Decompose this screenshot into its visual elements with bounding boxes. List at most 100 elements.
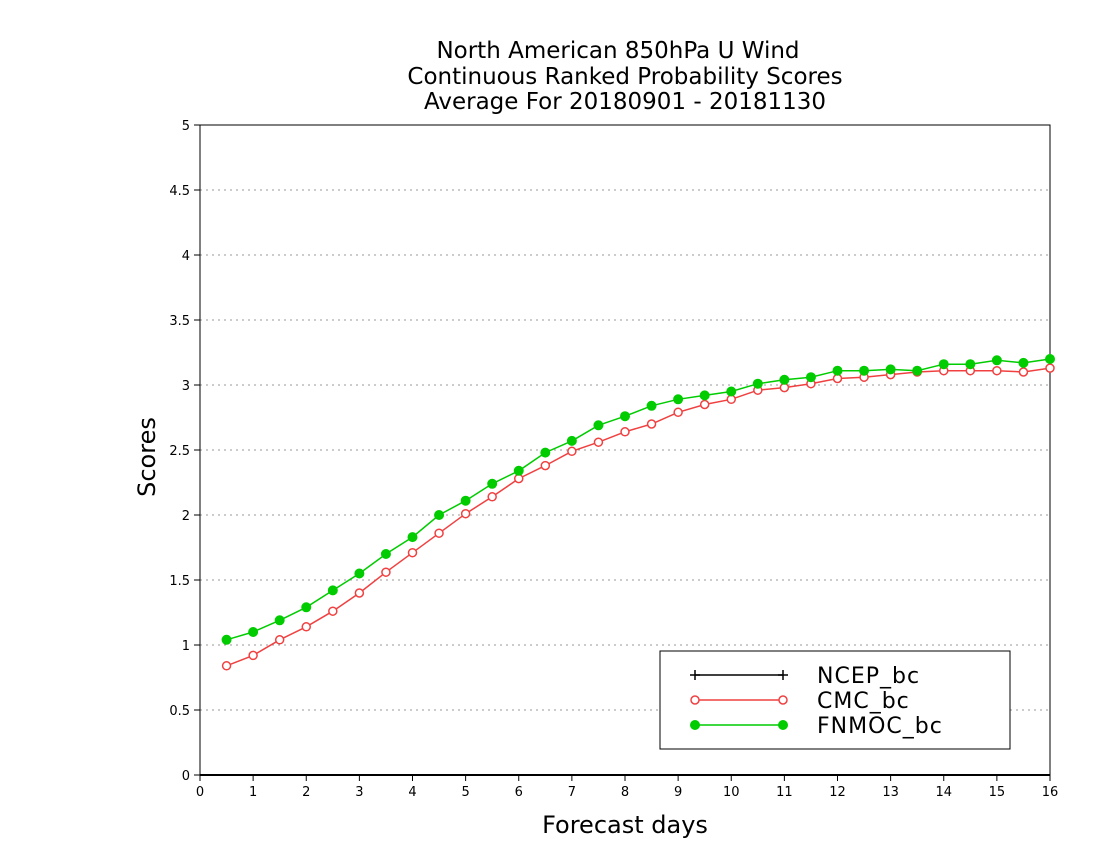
legend-item-fnmoc-bc: FNMOC_bc: [690, 714, 943, 739]
legend-marker: [778, 720, 788, 730]
data-point-fnmoc-bc: [354, 568, 365, 579]
data-point-fnmoc-bc: [301, 602, 312, 613]
x-tick-label: 0: [196, 785, 204, 800]
x-tick-label: 5: [461, 785, 469, 800]
data-point-cmc-bc: [354, 588, 365, 598]
data-point-cmc-bc: [514, 473, 524, 484]
x-axis-label: Forecast days: [542, 811, 708, 839]
x-axis-ticks: 0 1 2 3 4 5 6 7 8 9 10 11 12 13 14 15 16: [196, 775, 1058, 800]
x-tick-label: 16: [1042, 785, 1059, 800]
x-tick-label: 6: [515, 785, 523, 800]
data-point-fnmoc-bc: [248, 627, 259, 637]
grid: [200, 189, 1050, 711]
title-line-2: Continuous Ranked Probability Scores: [407, 64, 842, 90]
data-point-fnmoc-bc: [380, 549, 391, 559]
data-point-fnmoc-bc: [805, 372, 816, 383]
data-point-cmc-bc: [779, 382, 790, 393]
data-point-fnmoc-bc: [779, 374, 790, 385]
data-point-fnmoc-bc: [434, 510, 445, 520]
data-point-fnmoc-bc: [566, 435, 577, 446]
x-tick-label: 1: [249, 785, 257, 800]
data-point-fnmoc-bc: [460, 495, 471, 506]
data-point-fnmoc-bc: [991, 355, 1002, 366]
x-tick-label: 11: [776, 785, 793, 800]
data-point-cmc-bc: [673, 407, 683, 418]
x-tick-label: 14: [935, 785, 952, 800]
data-point-cmc-bc: [567, 446, 577, 457]
x-tick-label: 7: [568, 785, 576, 800]
legend-label: CMC_bc: [817, 689, 910, 714]
data-point-cmc-bc: [407, 547, 418, 558]
series-line-cmc-bc: [226, 367, 1051, 667]
data-point-cmc-bc: [646, 419, 657, 429]
data-point-cmc-bc: [992, 365, 1002, 376]
data-point-fnmoc-bc: [327, 585, 338, 596]
data-point-fnmoc-bc: [221, 634, 232, 645]
y-tick-label: 5: [182, 119, 190, 134]
y-tick-label: 3: [182, 379, 190, 394]
legend-marker: [690, 720, 700, 730]
y-tick-label: 3.5: [169, 314, 190, 329]
data-point-cmc-bc: [274, 635, 285, 645]
legend-item-ncep-bc: NCEP_bc: [690, 664, 920, 689]
data-point-cmc-bc: [540, 460, 551, 471]
legend-marker: [690, 670, 700, 680]
data-point-cmc-bc: [1045, 363, 1055, 373]
data-point-fnmoc-bc: [752, 378, 763, 389]
data-point-cmc-bc: [1018, 367, 1029, 377]
x-tick-label: 9: [674, 785, 682, 800]
data-point-fnmoc-bc: [965, 359, 976, 370]
data-point-fnmoc-bc: [699, 390, 710, 401]
data-point-cmc-bc: [381, 567, 391, 577]
legend-item-cmc-bc: CMC_bc: [690, 689, 910, 714]
y-tick-label: 4.5: [169, 184, 190, 199]
chart-title: North American 850hPa U Wind Continuous …: [407, 38, 842, 115]
legend-label: FNMOC_bc: [817, 714, 943, 739]
x-tick-label: 8: [621, 785, 629, 800]
legend-marker: [690, 695, 700, 705]
title-line-3: Average For 20180901 - 20181130: [424, 89, 826, 115]
data-point-fnmoc-bc: [912, 365, 923, 376]
data-point-fnmoc-bc: [673, 394, 684, 405]
data-point-fnmoc-bc: [1045, 354, 1055, 364]
data-point-cmc-bc: [487, 492, 497, 502]
y-tick-label: 2.5: [169, 444, 190, 459]
y-tick-label: 0.5: [169, 704, 190, 719]
data-point-cmc-bc: [620, 427, 630, 437]
data-point-fnmoc-bc: [274, 615, 285, 626]
data-point-fnmoc-bc: [540, 447, 551, 458]
y-tick-label: 1.5: [169, 574, 190, 589]
x-tick-label: 2: [302, 785, 310, 800]
data-point-cmc-bc: [301, 622, 311, 632]
x-tick-label: 4: [408, 785, 416, 800]
data-point-fnmoc-bc: [487, 478, 498, 489]
y-axis-ticks: 0 0.5 1 1.5 2 2.5 3 3.5 4 4.5 5: [169, 119, 200, 784]
y-tick-label: 0: [182, 769, 190, 784]
series: [221, 354, 1055, 671]
data-point-fnmoc-bc: [407, 532, 418, 543]
x-tick-label: 15: [989, 785, 1006, 800]
data-point-fnmoc-bc: [859, 365, 870, 376]
data-point-cmc-bc: [328, 606, 338, 616]
legend-marker: [778, 695, 788, 705]
data-point-fnmoc-bc: [726, 386, 737, 397]
series-line-fnmoc-bc: [226, 358, 1051, 641]
series-fnmoc-bc: [221, 354, 1055, 645]
data-point-fnmoc-bc: [938, 359, 949, 370]
data-point-fnmoc-bc: [1018, 357, 1029, 368]
data-point-fnmoc-bc: [513, 465, 524, 476]
x-tick-label: 3: [355, 785, 363, 800]
y-tick-label: 4: [182, 249, 190, 264]
x-tick-label: 13: [882, 785, 899, 800]
x-tick-label: 10: [723, 785, 740, 800]
data-point-fnmoc-bc: [620, 411, 630, 422]
data-point-cmc-bc: [699, 399, 710, 410]
data-point-cmc-bc: [593, 437, 604, 447]
x-tick-label: 12: [829, 785, 846, 800]
data-point-fnmoc-bc: [885, 364, 896, 375]
legend-label: NCEP_bc: [817, 664, 920, 689]
data-point-cmc-bc: [248, 650, 258, 661]
series-cmc-bc: [221, 363, 1055, 671]
